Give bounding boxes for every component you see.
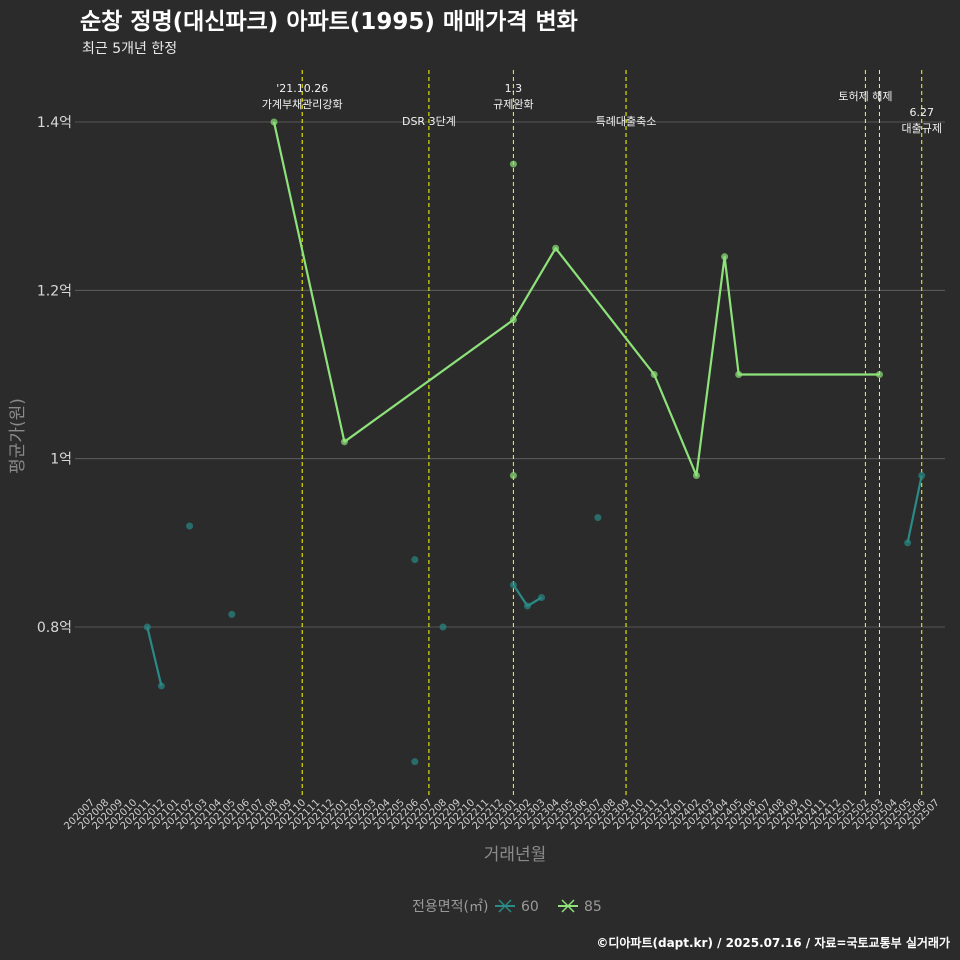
legend-item-60: 60 (495, 899, 539, 915)
event-label: '21.10.26 (276, 82, 328, 95)
data-point (270, 118, 278, 126)
grid-layer (75, 121, 945, 628)
legend: 전용면적(㎡) 60 85 (412, 899, 602, 915)
data-point (538, 594, 546, 602)
data-point (735, 371, 743, 378)
data-point (157, 682, 165, 690)
data-point (918, 472, 926, 479)
event-label: 가계부채관리강화 (262, 98, 343, 111)
y-tick-label: 1.4억 (37, 115, 72, 131)
y-axis-ticks: 0.8억 1억 1.2억 1.4억 (37, 115, 72, 636)
chart-title: 순창 정명(대신파크) 아파트(1995) 매매가격 변화 (80, 9, 578, 35)
legend-title: 전용면적(㎡) (412, 899, 488, 915)
event-label: DSR 3단계 (402, 115, 456, 128)
legend-key-mark (498, 899, 512, 913)
event-label: 토허제 해제 (838, 89, 892, 103)
series-layer (143, 118, 926, 766)
legend-key-mark (561, 899, 575, 913)
data-point (721, 253, 729, 261)
legend-label: 60 (521, 899, 539, 915)
data-point (228, 610, 236, 618)
data-point (552, 244, 560, 252)
chart-caption: ©디아파트(dapt.kr) / 2025.07.16 / 자료=국토교통부 실… (596, 935, 950, 950)
data-point (509, 472, 517, 479)
series-line (146, 626, 163, 687)
data-point (509, 160, 517, 168)
data-point (411, 556, 419, 564)
legend-item-85: 85 (558, 899, 602, 915)
data-point (523, 602, 531, 610)
series-line (906, 475, 923, 544)
data-point (594, 514, 602, 522)
event-label: 1.3 (505, 82, 523, 95)
series-60 (143, 472, 926, 766)
data-point (509, 316, 517, 324)
y-axis-title: 평균가(원) (8, 398, 28, 474)
legend-items: 60 85 (495, 899, 602, 915)
series-85 (270, 118, 883, 479)
y-tick-label: 1억 (50, 452, 72, 468)
data-point (411, 758, 419, 766)
series-line (272, 121, 880, 477)
x-axis-title: 거래년월 (484, 845, 547, 865)
data-point (692, 472, 700, 479)
data-point (340, 438, 348, 446)
data-point (143, 623, 151, 631)
data-point (904, 539, 912, 547)
event-label: 6.27 (909, 106, 934, 119)
event-label: 대출규제 (901, 122, 941, 135)
data-point (509, 581, 517, 589)
data-point (186, 522, 194, 530)
x-axis-ticks: 2020072020082020092020102020112020122021… (62, 797, 942, 832)
y-tick-label: 0.8억 (37, 620, 72, 636)
data-point (650, 371, 658, 378)
event-label: 규제완화 (493, 98, 533, 111)
y-tick-label: 1.2억 (37, 283, 72, 299)
event-label: 특례대출축소 (596, 115, 657, 128)
data-point (875, 371, 883, 378)
data-point (439, 623, 447, 631)
chart-subtitle: 최근 5개년 한정 (82, 41, 177, 57)
legend-label: 85 (584, 899, 602, 915)
